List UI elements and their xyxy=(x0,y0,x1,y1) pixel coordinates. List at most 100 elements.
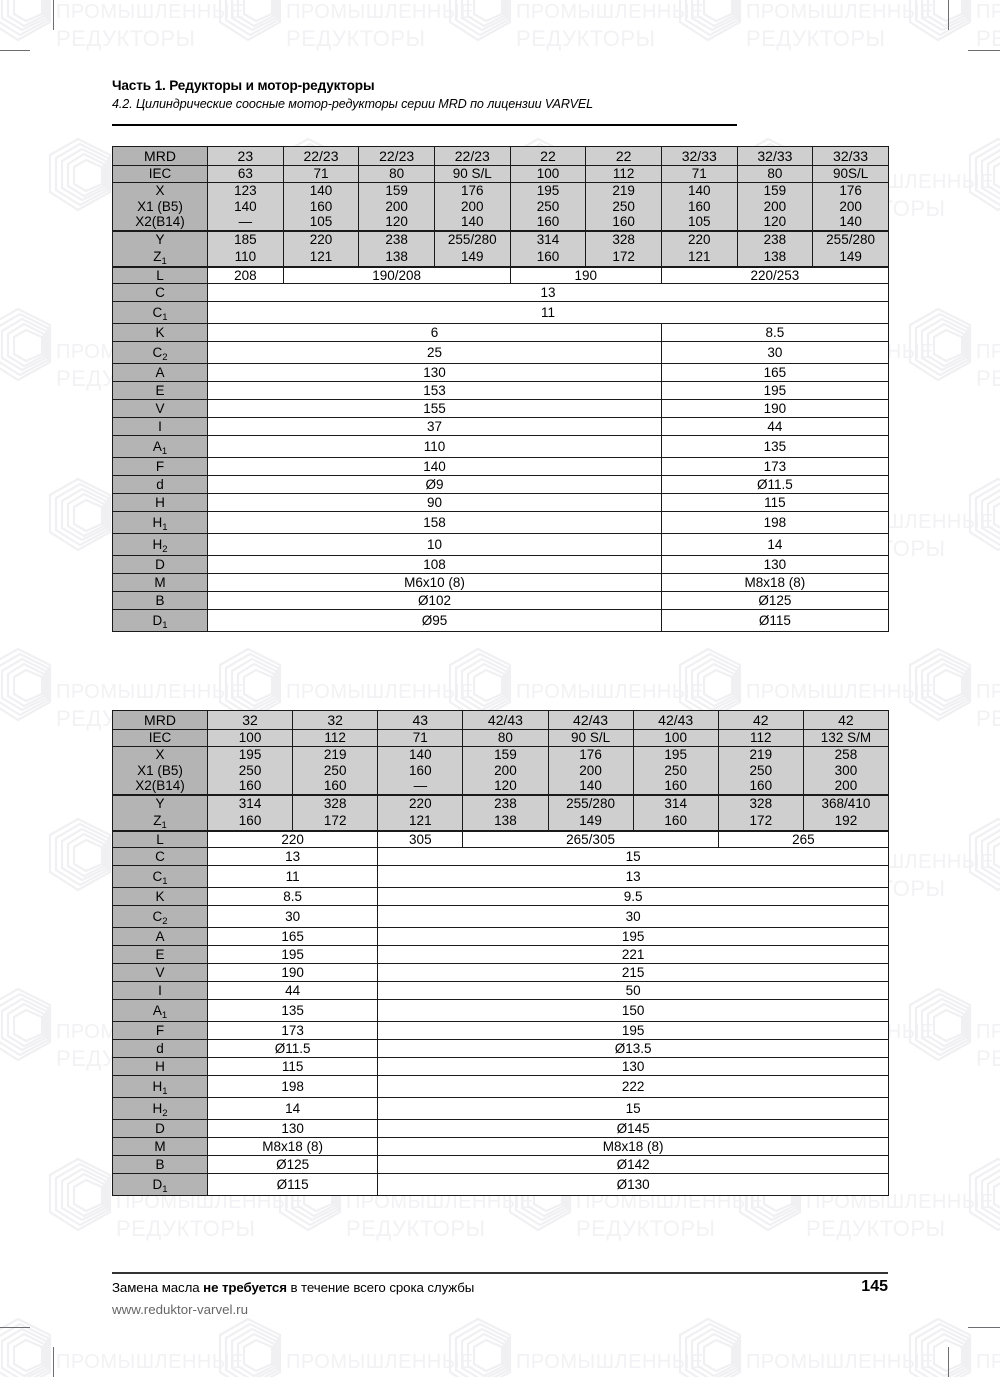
f-value: 140 xyxy=(207,457,662,476)
x1-value: 300 xyxy=(802,762,890,779)
x-value: 159 xyxy=(736,182,814,199)
z1-value: 160 xyxy=(206,812,294,831)
y-value: 328 xyxy=(292,793,379,813)
c-value: 13 xyxy=(206,847,379,866)
c2-value: 30 xyxy=(377,905,889,928)
v-value: 190 xyxy=(660,399,889,418)
y-value: 328 xyxy=(585,229,662,249)
y-value: 220 xyxy=(282,229,360,249)
table-row-h: H 115 130 xyxy=(112,1057,889,1076)
row-label-c1: C1 xyxy=(112,301,208,324)
v-value: 190 xyxy=(206,963,379,982)
svg-text:РЕДУКТОРЫ: РЕДУКТОРЫ xyxy=(56,26,196,51)
iec-value: 112 xyxy=(292,729,379,747)
svg-text:ПРОМЫШЛЕННЫЕ: ПРОМЫШЛЕННЫЕ xyxy=(746,681,934,703)
mrd-value: 32 xyxy=(292,710,379,730)
y-value: 328 xyxy=(717,793,804,813)
mrd-value: 42/43 xyxy=(547,710,634,730)
row-label-c2: C2 xyxy=(112,341,208,364)
table-row-x: X 195 219 140 159 176 195 219 258 xyxy=(112,746,890,763)
iec-value: 100 xyxy=(632,729,719,747)
e-value: 153 xyxy=(207,381,662,400)
mrd-value: 22/23 xyxy=(358,146,435,166)
x-value: 159 xyxy=(462,746,549,763)
h1-value: 222 xyxy=(377,1075,889,1098)
svg-text:ПРОМЫШЛЕННЫЕ: ПРОМЫШЛЕННЫЕ xyxy=(976,681,1000,703)
d-value: Ø11.5 xyxy=(660,475,889,494)
table-row-h1: H1 198 222 xyxy=(112,1075,889,1098)
l-value: 190/208 xyxy=(282,265,511,284)
mrd-value: 42 xyxy=(802,710,890,730)
h1-value: 198 xyxy=(660,511,889,534)
svg-text:РЕДУКТОРЫ: РЕДУКТОРЫ xyxy=(976,366,1000,391)
spec-table-upper: MRD 23 22/23 22/23 22/23 22 22 32/33 32/33 32/33 I… xyxy=(112,146,889,632)
table-row-b: B Ø102 Ø125 xyxy=(112,591,889,610)
i-value: 37 xyxy=(207,417,662,436)
svg-text:РЕДУКТОРЫ: РЕДУКТОРЫ xyxy=(806,1216,946,1241)
page-number: 145 xyxy=(861,1278,888,1295)
c1-value: 11 xyxy=(206,865,379,888)
h1-value: 158 xyxy=(207,511,662,534)
v-value: 155 xyxy=(207,399,662,418)
mrd-value: 22/23 xyxy=(433,146,511,166)
c-value: 15 xyxy=(377,847,889,866)
row-label-c2: C2 xyxy=(112,905,208,928)
h-value: 90 xyxy=(207,493,662,512)
z1-value: 138 xyxy=(736,248,814,267)
row-label-c: C xyxy=(112,283,208,302)
row-label-b: B xyxy=(112,591,208,610)
x-value: 140 xyxy=(660,182,738,199)
d-value: 130 xyxy=(206,1119,379,1138)
svg-text:РЕДУКТОРЫ: РЕДУКТОРЫ xyxy=(286,26,426,51)
x1-value: 250 xyxy=(632,762,719,779)
svg-text:ПРОМЫШЛЕННЫЕ: ПРОМЫШЛЕННЫЕ xyxy=(516,1351,704,1373)
mrd-value: 22 xyxy=(585,146,662,166)
row-label-a: A xyxy=(112,363,208,382)
row-label-c1: C1 xyxy=(112,865,208,888)
table-row-x2: X2(B14) —105 120 140 160 160 105 120 140 xyxy=(112,214,889,231)
x1-value: 200 xyxy=(462,762,549,779)
v-value: 215 xyxy=(377,963,889,982)
table-row-mrd: MRD 32 32 43 42/43 42/43 42/43 42 42 xyxy=(112,710,890,730)
x-value: 195 xyxy=(206,746,294,763)
b-value: Ø102 xyxy=(207,591,662,610)
x1-value: 250 xyxy=(206,762,294,779)
row-label-x2b14: X2(B14) xyxy=(112,214,208,231)
crop-mark-bottom-left-horizontal xyxy=(0,1327,30,1329)
a-value: 165 xyxy=(206,927,379,946)
z1-value: 160 xyxy=(509,248,587,267)
mrd-value: 22 xyxy=(509,146,587,166)
iec-value: 112 xyxy=(585,165,662,183)
table-row-a: A 130 165 xyxy=(112,363,889,382)
svg-text:РЕДУКТОРЫ: РЕДУКТОРЫ xyxy=(346,1216,486,1241)
svg-text:РЕДУКТОРЫ: РЕДУКТОРЫ xyxy=(976,26,1000,51)
d1-value: Ø115 xyxy=(660,609,889,632)
y-value: 255/280 xyxy=(812,229,889,249)
table-row-k: K 6 8.5 xyxy=(112,323,889,342)
table-row-m: M M6x10 (8) M8x18 (8) xyxy=(112,573,889,592)
mrd-value: 43 xyxy=(377,710,464,730)
a1-value: 150 xyxy=(377,999,889,1022)
d-value: Ø145 xyxy=(377,1119,889,1138)
c1-value: 13 xyxy=(377,865,889,888)
header-divider xyxy=(112,124,737,126)
row-label-iec: IEC xyxy=(112,165,208,183)
table-row-c: C 13 xyxy=(112,283,889,302)
x-value: 195 xyxy=(632,746,719,763)
y-value: 255/280 xyxy=(547,793,634,813)
footer-url[interactable]: www.reduktor-varvel.ru xyxy=(112,1302,248,1317)
table-row-m: M M8x18 (8) M8x18 (8) xyxy=(112,1137,889,1156)
row-label-h2: H2 xyxy=(112,533,208,556)
y-value: 314 xyxy=(509,229,587,249)
row-label-a: A xyxy=(112,927,208,946)
table-row-z1: Z1 160 172 121 138 149 160 172 192 xyxy=(112,812,890,831)
table-row-h2: H2 14 15 xyxy=(112,1097,889,1120)
x1-value: 160 xyxy=(377,762,464,779)
row-label-l: L xyxy=(112,829,208,848)
